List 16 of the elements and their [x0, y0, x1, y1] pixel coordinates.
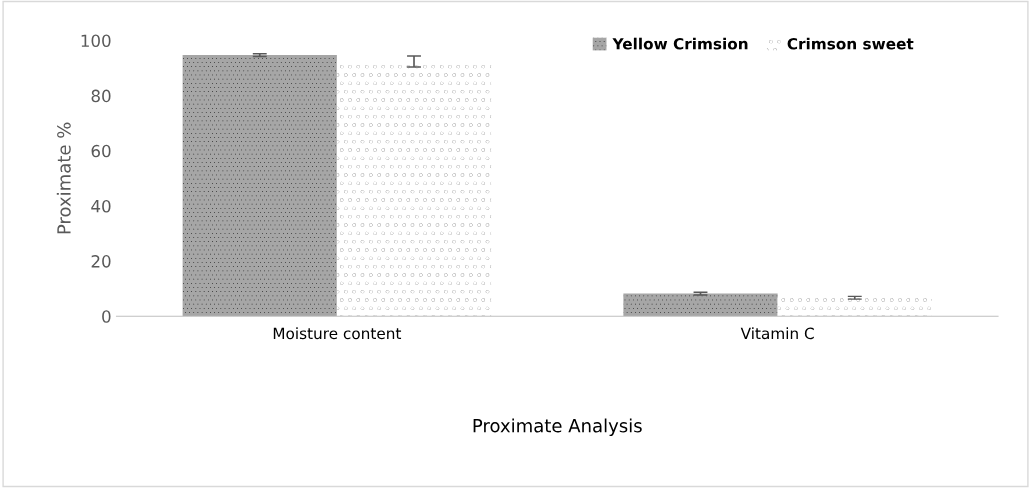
bar: [777, 297, 932, 317]
bar: [623, 293, 778, 317]
y-tick-label: 60: [91, 144, 111, 158]
y-tick-label: 0: [102, 310, 111, 323]
bar: [182, 55, 337, 317]
y-tick-label: 100: [81, 34, 111, 48]
legend-label: Crimson sweet: [787, 37, 914, 50]
x-axis-title: Proximate Analysis: [473, 418, 642, 436]
y-tick-label: 20: [91, 255, 111, 268]
y-tick-label: 40: [91, 199, 111, 213]
bar: [336, 61, 492, 317]
x-tick-label: Vitamin C: [740, 327, 814, 340]
legend-label: Yellow Crimsion: [612, 37, 748, 50]
y-tick-label: 80: [91, 89, 111, 103]
x-tick-label: Moisture content: [273, 327, 402, 340]
y-axis-title: Proximate %: [56, 122, 71, 234]
